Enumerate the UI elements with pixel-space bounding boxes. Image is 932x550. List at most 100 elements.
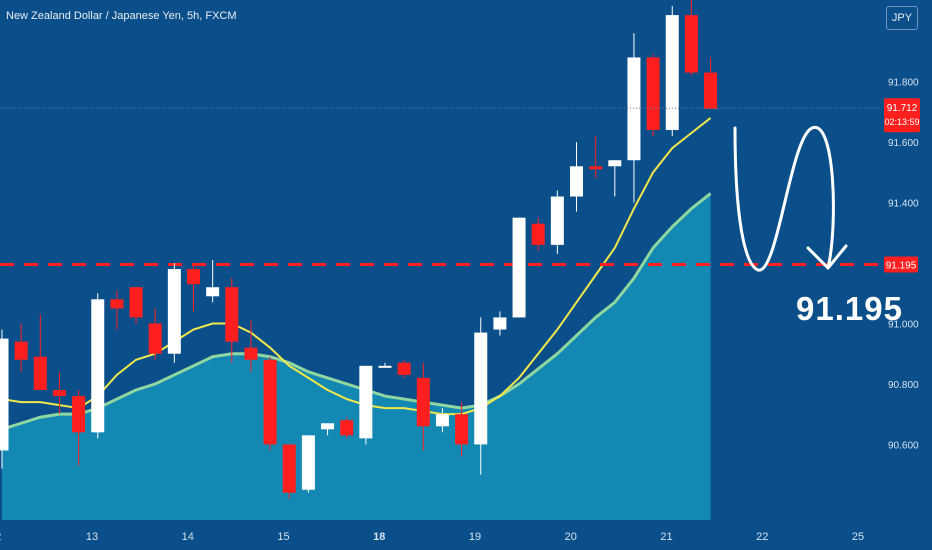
candle[interactable] bbox=[455, 402, 469, 457]
candle[interactable] bbox=[684, 0, 698, 76]
candle[interactable] bbox=[589, 136, 603, 179]
candle[interactable] bbox=[263, 356, 277, 451]
candle-body bbox=[91, 299, 105, 433]
candle-body bbox=[0, 338, 9, 451]
candle[interactable] bbox=[397, 359, 411, 378]
candle-body bbox=[435, 414, 449, 427]
candle[interactable] bbox=[244, 320, 258, 372]
candle-body bbox=[378, 365, 392, 368]
candle[interactable] bbox=[33, 314, 47, 390]
candle[interactable] bbox=[282, 444, 296, 499]
candle-body bbox=[512, 217, 526, 318]
current-price-tag bbox=[884, 98, 920, 133]
arrowhead-icon bbox=[806, 244, 848, 270]
candle-body bbox=[493, 317, 507, 330]
candle-body bbox=[608, 160, 622, 167]
ma-fast-line bbox=[1, 117, 712, 416]
ma-slow-line bbox=[1, 192, 712, 431]
candle[interactable] bbox=[608, 160, 622, 197]
candle[interactable] bbox=[359, 365, 373, 445]
candle-body bbox=[359, 365, 373, 439]
candle-body bbox=[589, 166, 603, 170]
candle[interactable] bbox=[301, 435, 315, 493]
candle[interactable] bbox=[378, 362, 392, 368]
symbol-title: New Zealand Dollar / Japanese Yen, 5h, F… bbox=[6, 10, 237, 22]
candle[interactable] bbox=[321, 423, 335, 436]
candle-body bbox=[225, 287, 239, 342]
candle[interactable] bbox=[148, 308, 162, 360]
x-tick-label: 15 bbox=[277, 531, 289, 543]
x-tick-label: 20 bbox=[565, 531, 577, 543]
level-price-tag-text: 91.195 bbox=[886, 261, 917, 272]
candle-body bbox=[72, 396, 86, 433]
candle[interactable] bbox=[72, 390, 86, 466]
candle-body bbox=[206, 287, 220, 297]
candle-body bbox=[474, 332, 488, 445]
curved-down-arrow-icon bbox=[733, 126, 835, 272]
candle-body bbox=[187, 269, 200, 285]
candle-body bbox=[704, 72, 718, 109]
candle[interactable] bbox=[416, 362, 430, 451]
candle-body bbox=[570, 166, 583, 197]
candle[interactable] bbox=[665, 6, 679, 137]
candle[interactable] bbox=[206, 260, 220, 303]
area-fill bbox=[2, 193, 711, 520]
currency-button[interactable]: JPY bbox=[886, 6, 918, 30]
candle[interactable] bbox=[0, 329, 9, 469]
candle-body bbox=[282, 444, 296, 493]
candle[interactable] bbox=[627, 33, 641, 203]
candle[interactable] bbox=[550, 190, 564, 254]
x-tick-label: 21 bbox=[660, 531, 672, 543]
candle-body bbox=[627, 57, 641, 161]
candle-body bbox=[14, 341, 28, 360]
candle[interactable] bbox=[493, 311, 507, 336]
x-tick-label: 22 bbox=[756, 531, 768, 543]
candle[interactable] bbox=[129, 287, 143, 324]
candle-body bbox=[301, 435, 315, 490]
candle[interactable] bbox=[531, 217, 545, 251]
x-tick-label: 13 bbox=[86, 531, 98, 543]
candle[interactable] bbox=[91, 293, 105, 439]
candle-body bbox=[397, 362, 411, 375]
y-tick-label: 91.800 bbox=[888, 78, 919, 89]
candle[interactable] bbox=[52, 371, 66, 415]
candle[interactable] bbox=[570, 142, 583, 212]
y-tick-label: 91.000 bbox=[888, 319, 919, 330]
x-tick-label: 25 bbox=[852, 531, 864, 543]
candle-body bbox=[110, 299, 124, 309]
countdown-text: 02:13:59 bbox=[884, 117, 919, 127]
candle-body bbox=[531, 223, 545, 245]
candle-body bbox=[340, 420, 354, 436]
x-tick-label: 18 bbox=[373, 531, 385, 543]
candle[interactable] bbox=[14, 323, 28, 372]
candle[interactable] bbox=[435, 408, 449, 433]
candle-body bbox=[244, 347, 258, 360]
candle-body bbox=[550, 196, 564, 245]
level-price-tag bbox=[884, 256, 918, 273]
candle-body bbox=[455, 414, 469, 445]
x-tick-label: 14 bbox=[182, 531, 194, 543]
candle[interactable] bbox=[704, 57, 718, 109]
candle[interactable] bbox=[512, 217, 526, 318]
level-label: 91.195 bbox=[796, 290, 903, 327]
candle-body bbox=[33, 356, 47, 390]
candle-body bbox=[321, 423, 335, 430]
x-tick-label: 19 bbox=[469, 531, 481, 543]
candle[interactable] bbox=[167, 263, 181, 363]
candle[interactable] bbox=[646, 54, 660, 137]
y-tick-label: 90.600 bbox=[888, 440, 919, 451]
y-tick-label: 91.600 bbox=[888, 138, 919, 149]
candle-body bbox=[167, 269, 181, 354]
candle[interactable] bbox=[474, 317, 488, 475]
candle[interactable] bbox=[110, 290, 124, 330]
candle[interactable] bbox=[225, 278, 239, 363]
candle-body bbox=[52, 390, 66, 397]
candle[interactable] bbox=[187, 263, 200, 312]
candle-body bbox=[684, 15, 698, 73]
candle-body bbox=[129, 287, 143, 318]
candle[interactable] bbox=[340, 417, 354, 439]
y-tick-label: 90.800 bbox=[888, 380, 919, 391]
x-tick-label: 2 bbox=[0, 531, 1, 543]
candle-body bbox=[263, 359, 277, 445]
